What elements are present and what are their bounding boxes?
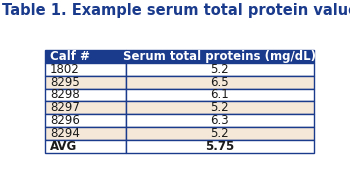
- Bar: [45, 76, 126, 89]
- Text: 6.3: 6.3: [210, 114, 229, 127]
- Text: 8298: 8298: [50, 88, 80, 101]
- Bar: [45, 140, 126, 153]
- Text: 8294: 8294: [50, 127, 80, 140]
- Bar: [45, 89, 126, 101]
- Text: AVG: AVG: [50, 140, 77, 153]
- Text: 6.5: 6.5: [210, 76, 229, 89]
- Text: 5.2: 5.2: [210, 63, 229, 76]
- Bar: [126, 114, 314, 127]
- Text: 8296: 8296: [50, 114, 80, 127]
- Bar: [45, 101, 126, 114]
- Bar: [126, 127, 314, 140]
- Text: 1802: 1802: [50, 63, 80, 76]
- Bar: [45, 114, 126, 127]
- Text: 5.75: 5.75: [205, 140, 234, 153]
- Text: 5.2: 5.2: [210, 101, 229, 114]
- Text: 8295: 8295: [50, 76, 80, 89]
- Bar: [126, 89, 314, 101]
- Bar: [45, 63, 126, 76]
- Text: Table 1. Example serum total protein values.: Table 1. Example serum total protein val…: [2, 3, 350, 18]
- Text: 8297: 8297: [50, 101, 80, 114]
- Text: 6.1: 6.1: [210, 88, 229, 101]
- Bar: [126, 140, 314, 153]
- Bar: [45, 50, 126, 63]
- Bar: [45, 127, 126, 140]
- Bar: [126, 63, 314, 76]
- Bar: [126, 76, 314, 89]
- Bar: [126, 101, 314, 114]
- Text: Serum total proteins (mg/dL): Serum total proteins (mg/dL): [123, 50, 316, 63]
- Bar: [126, 50, 314, 63]
- Text: 5.2: 5.2: [210, 127, 229, 140]
- Text: Calf #: Calf #: [50, 50, 90, 63]
